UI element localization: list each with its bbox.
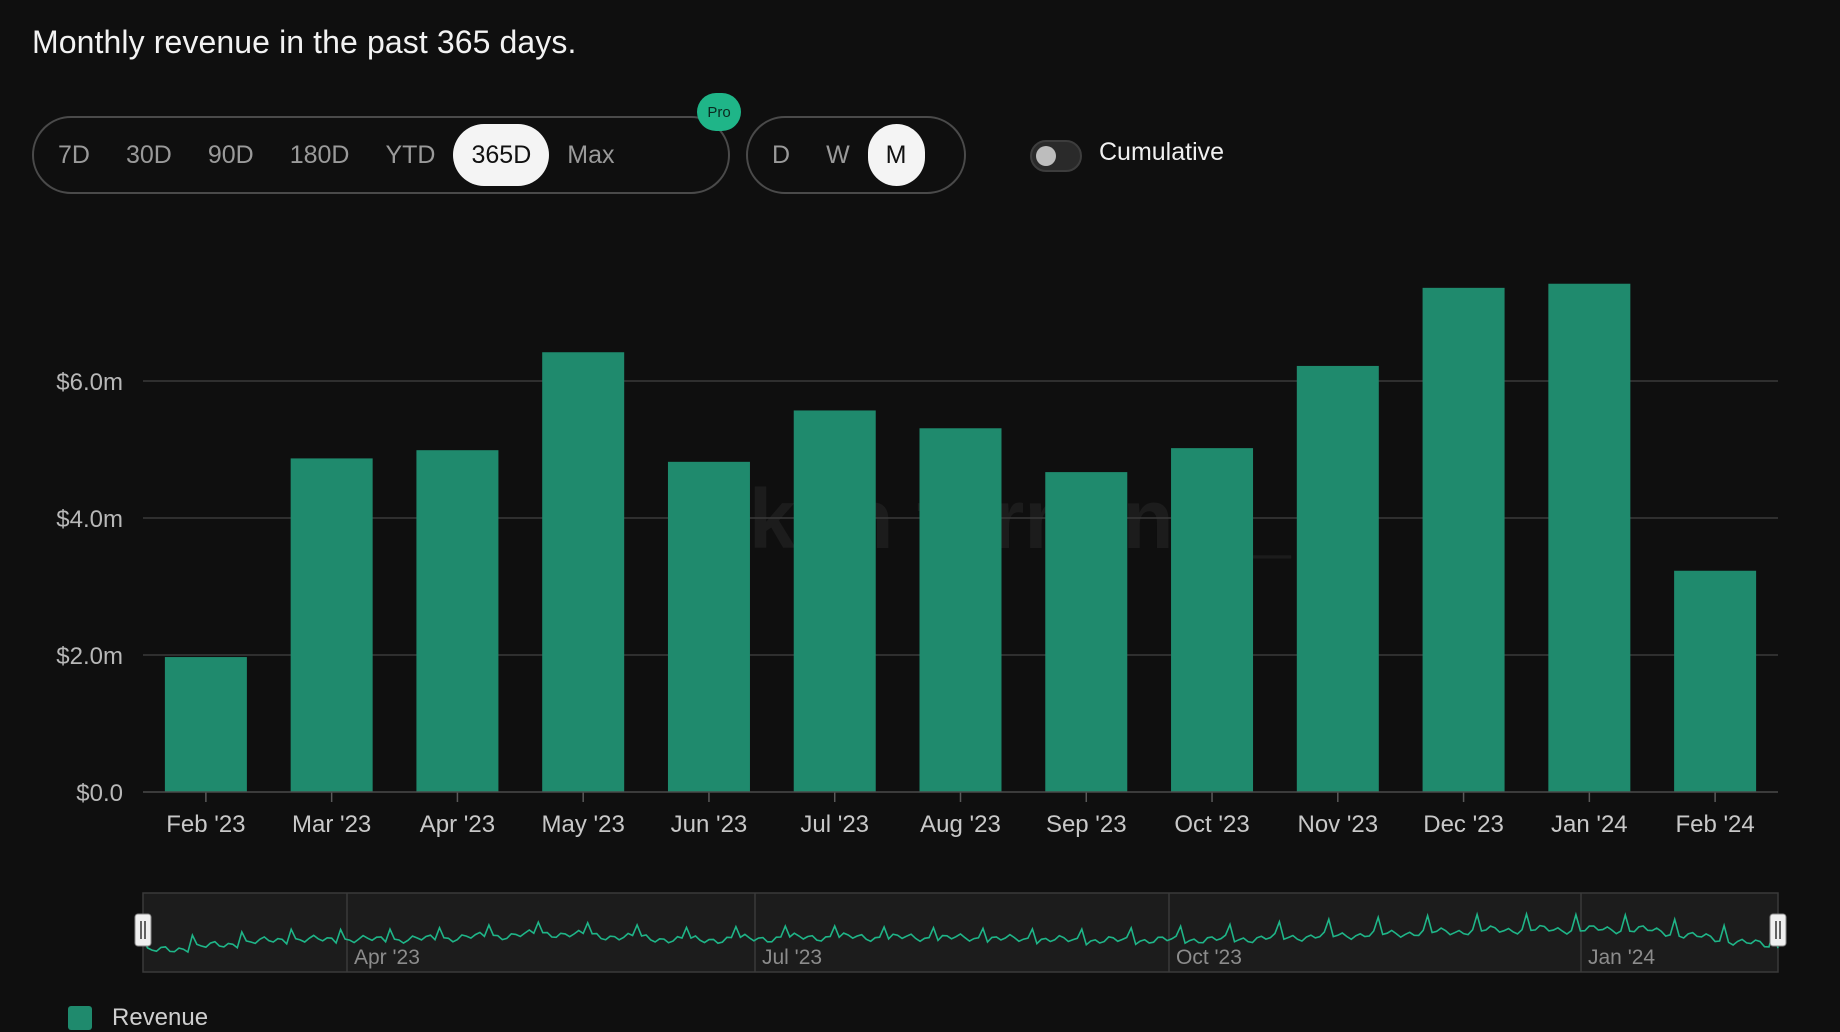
x-tick-label: Oct '23 [1174,811,1249,838]
x-tick-label: Jun '23 [671,811,748,838]
bar [1045,472,1128,792]
navigator-left-handle[interactable] [134,913,152,947]
bar [1171,448,1254,792]
range-option-max[interactable]: Max [567,140,615,169]
bar [290,458,373,792]
chart-legend[interactable]: Revenue [68,1004,208,1032]
range-option-90d[interactable]: 90D [207,140,254,169]
x-tick-label: Aug '23 [920,811,1001,838]
legend-label-revenue: Revenue [112,1004,209,1031]
navigator-right-handle[interactable] [1769,913,1787,947]
bar [542,352,625,792]
navigator-label: Jul '23 [762,946,822,969]
granularity-option-day[interactable]: D [772,140,791,169]
bar [416,450,499,792]
x-tick-label: Dec '23 [1423,811,1504,838]
x-tick-label: Sep '23 [1046,811,1127,838]
granularity-option-week[interactable]: W [826,140,850,169]
x-tick-label: Mar '23 [292,811,371,838]
bar [1548,283,1631,792]
navigator-label: Oct '23 [1176,946,1242,969]
y-tick-label: $6.0m [56,369,123,396]
range-option-180d[interactable]: 180D [289,140,350,169]
granularity-option-month[interactable]: M [867,124,925,186]
bar [667,461,750,792]
y-tick-label: $4.0m [56,506,123,533]
x-tick-label: Feb '23 [166,811,245,838]
legend-swatch-revenue [68,1006,92,1030]
x-tick-label: Nov '23 [1297,811,1378,838]
navigator-sparkline [142,911,1779,954]
cumulative-label: Cumulative [1099,138,1225,166]
bar [1296,365,1379,792]
navigator-label: Apr '23 [354,946,420,969]
y-tick-label: $2.0m [56,643,123,670]
bar [919,428,1002,792]
x-tick-label: Jul '23 [800,811,869,838]
range-option-365d[interactable]: 365D [453,124,550,186]
range-option-ytd[interactable]: YTD [385,140,436,169]
bar [1422,287,1505,792]
x-tick-label: Feb '24 [1675,811,1754,838]
cumulative-toggle[interactable] [1030,140,1082,172]
range-option-30d[interactable]: 30D [125,140,172,169]
toggle-knob [1036,146,1056,166]
bar [164,657,247,792]
x-tick-label: Jan '24 [1551,811,1628,838]
range-selector: 7D 30D 90D 180D YTD 365D Max [32,116,730,194]
bar [793,410,876,792]
bar [1674,570,1757,792]
y-tick-label: $0.0 [76,780,123,807]
x-tick-label: May '23 [542,811,625,838]
navigator-label: Jan '24 [1588,946,1655,969]
granularity-selector: D W M [746,116,966,194]
chart-title: Monthly revenue in the past 365 days. [32,24,577,60]
range-option-7d[interactable]: 7D [58,140,90,169]
x-tick-label: Apr '23 [420,811,495,838]
pro-badge: Pro [697,93,741,131]
